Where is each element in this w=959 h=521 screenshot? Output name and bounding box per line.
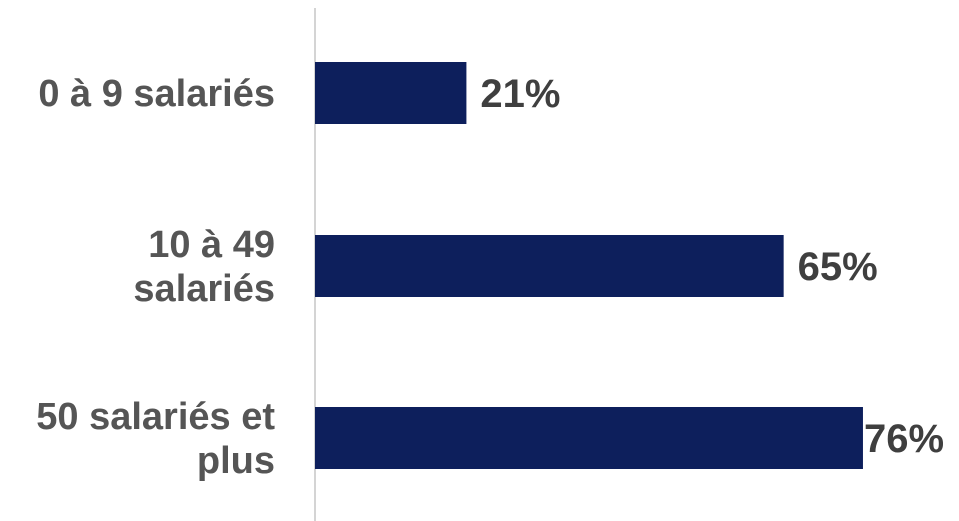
category-label-3: 50 salariés et plus <box>36 396 275 482</box>
data-label-3: 76% <box>864 417 944 461</box>
bar-1 <box>315 62 467 124</box>
category-label-line: salariés <box>133 268 275 310</box>
data-label-2: 65% <box>798 245 878 289</box>
data-label-1: 21% <box>480 72 560 116</box>
category-label-1: 0 à 9 salariés <box>38 73 275 115</box>
bar-3 <box>315 407 863 469</box>
bar-2 <box>315 235 784 297</box>
category-label-line: plus <box>197 440 275 482</box>
category-label-line: 0 à 9 salariés <box>38 73 275 115</box>
category-label-2: 10 à 49 salariés <box>133 224 275 310</box>
category-label-line: 10 à 49 <box>148 224 275 266</box>
bars-group: 21% 0 à 9 salariés 65% 10 à 49 salariés 76% 50… <box>36 62 944 482</box>
category-label-line: 50 salariés et <box>36 396 275 438</box>
